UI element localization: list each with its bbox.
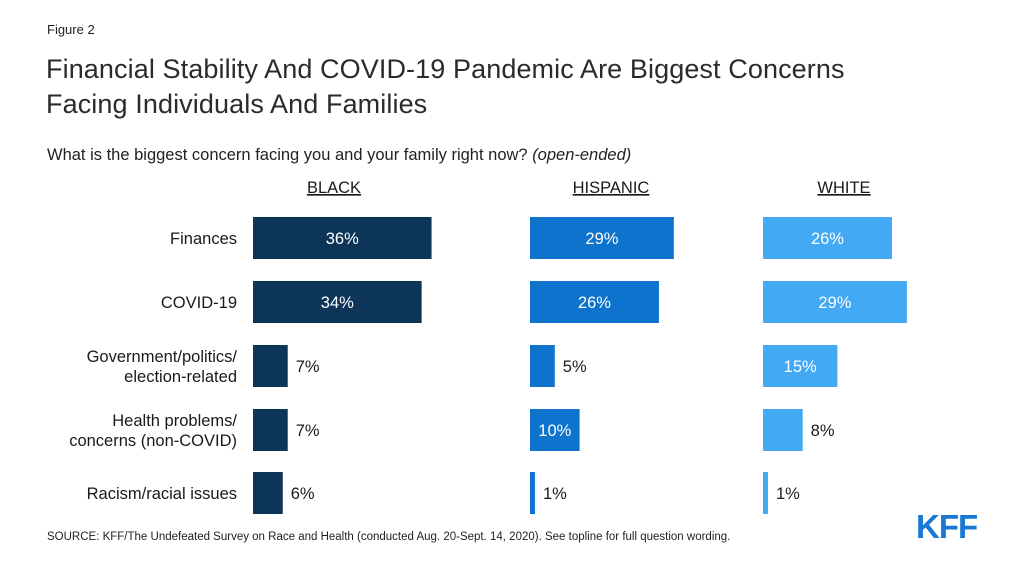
data-label-white-1: 26% [811,230,844,248]
data-label-hispanic-1: 29% [585,230,618,248]
bar-hispanic-2 [530,281,659,323]
data-label-white-4: 8% [811,422,835,440]
data-label-black-3: 7% [296,358,320,376]
bar-hispanic-1 [530,217,674,259]
category-label-5-line-1: Racism/racial issues [87,485,237,503]
question-note: (open-ended) [532,146,632,164]
category-label-3-line-1: Government/politics/ [87,348,238,366]
bar-hispanic-4 [530,409,580,451]
bar-black-3 [253,345,288,387]
bar-white-4 [763,409,803,451]
bar-white-3 [763,345,838,387]
bar-black-5 [253,472,283,514]
panel-header-white: WHITE [817,179,870,197]
bar-black-2 [253,281,422,323]
data-label-hispanic-4: 10% [538,422,571,440]
bar-white-2 [763,281,907,323]
data-label-black-2: 34% [321,294,354,312]
data-label-white-3: 15% [784,358,817,376]
source-note: SOURCE: KFF/The Undefeated Survey on Rac… [47,531,731,543]
data-label-hispanic-5: 1% [543,485,567,503]
bar-white-5 [763,472,768,514]
bar-black-1 [253,217,432,259]
panel-header-black: BLACK [307,179,361,197]
data-label-white-5: 1% [776,485,800,503]
category-label-2-line-1: COVID-19 [161,294,237,312]
bar-white-1 [763,217,892,259]
chart-title-line-1: Financial Stability And COVID-19 Pandemi… [46,54,845,84]
data-label-hispanic-3: 5% [563,358,587,376]
data-label-black-4: 7% [296,422,320,440]
question-text: What is the biggest concern facing you a… [47,146,528,164]
data-label-white-2: 29% [818,294,851,312]
bar-black-4 [253,409,288,451]
kff-logo: KFF [916,508,978,545]
bar-hispanic-5 [530,472,535,514]
data-label-hispanic-2: 26% [578,294,611,312]
data-label-black-1: 36% [326,230,359,248]
bar-hispanic-3 [530,345,555,387]
chart-title: Financial Stability And COVID-19 Pandemi… [46,52,1006,122]
figure-label: Figure 2 [47,22,95,37]
category-label-4-line-2: concerns (non-COVID) [69,432,237,450]
panel-header-hispanic: HISPANIC [573,179,650,197]
chart-title-line-2: Facing Individuals And Families [46,89,428,119]
category-label-1-line-1: Finances [170,230,237,248]
category-label-4-line-1: Health problems/ [112,412,237,430]
survey-question: What is the biggest concern facing you a… [47,146,631,165]
data-label-black-5: 6% [291,485,315,503]
category-label-3-line-2: election-related [124,368,237,386]
